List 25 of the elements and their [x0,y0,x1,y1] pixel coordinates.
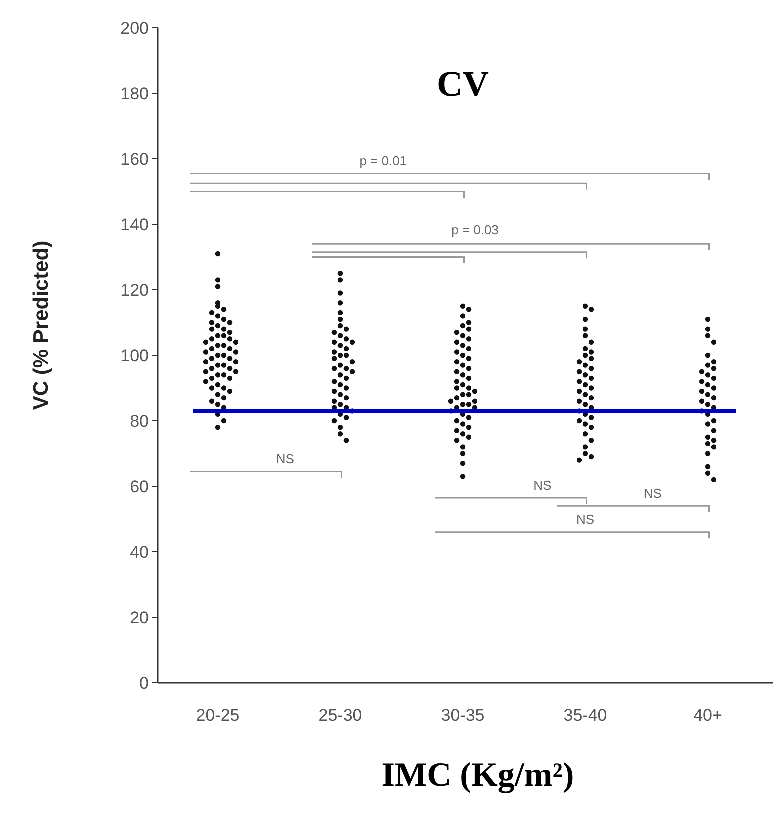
y-tick-label: 200 [120,18,149,38]
x-tick-label: 20-25 [196,706,240,725]
x-tick-label: 40+ [694,706,722,725]
x-tick-label: 25-30 [318,706,362,725]
y-tick-label: 120 [120,280,149,300]
annotation: NS [576,512,595,528]
text: CV [437,64,489,104]
annotation: NS [644,486,662,501]
annotation: NS [534,478,552,493]
y-tick-label: 0 [140,674,149,693]
y-axis-title: VC (% Predicted) [30,240,53,410]
y-tick-label: 160 [120,150,149,169]
y-tick-label: 20 [130,608,149,628]
y-tick-label: 80 [130,412,149,431]
y-tick-label: 140 [120,215,149,234]
y-tick-label: 180 [120,84,149,104]
y-tick-label: 60 [130,477,149,496]
x-axis-title: IMC (Kg/m²) [382,757,574,794]
annotation: p = 0.03 [452,222,499,238]
y-tick-label: 100 [120,346,149,366]
y-tick-label: 40 [130,542,149,562]
x-tick-label: 35-40 [564,706,608,725]
x-tick-label: 30-35 [441,706,485,725]
annotation: p = 0.01 [360,154,408,169]
annotation: NS [276,452,295,467]
